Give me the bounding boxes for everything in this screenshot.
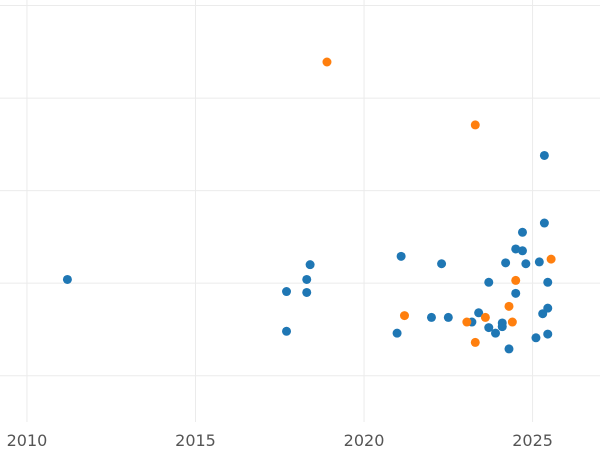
data-point-series-1: [484, 323, 494, 333]
data-point-series-1: [497, 318, 507, 328]
data-point-series-1: [396, 251, 406, 261]
data-point-series-2: [399, 311, 409, 321]
data-point-series-1: [511, 244, 521, 254]
data-point-series-2: [480, 312, 490, 322]
data-point-series-1: [539, 218, 549, 228]
data-point-series-1: [504, 344, 514, 354]
data-point-series-1: [517, 246, 527, 256]
x-tick-label: 2015: [175, 431, 216, 450]
data-point-series-1: [426, 312, 436, 322]
data-point-series-2: [470, 337, 480, 347]
data-point-series-1: [491, 328, 501, 338]
data-point-series-1: [539, 150, 549, 160]
data-point-series-1: [531, 333, 541, 343]
data-point-series-1: [484, 277, 494, 287]
data-point-series-2: [322, 57, 332, 67]
data-point-series-1: [302, 287, 312, 297]
data-point-series-1: [517, 227, 527, 237]
data-point-series-1: [501, 258, 511, 268]
data-point-series-2: [546, 254, 556, 264]
data-point-series-1: [543, 329, 553, 339]
data-point-series-1: [392, 328, 402, 338]
data-point-series-1: [534, 257, 544, 267]
grid-layer: [0, 0, 600, 422]
points-layer: [62, 57, 556, 354]
data-point-series-1: [521, 259, 531, 269]
data-point-series-1: [543, 277, 553, 287]
x-tick-label: 2025: [512, 431, 553, 450]
data-point-series-1: [305, 260, 315, 270]
data-point-series-2: [504, 301, 514, 311]
x-tick-label: 2020: [344, 431, 385, 450]
data-point-series-2: [511, 275, 521, 285]
data-point-series-1: [511, 288, 521, 298]
x-tick-label: 2010: [7, 431, 48, 450]
data-point-series-2: [462, 317, 472, 327]
data-point-series-1: [282, 326, 292, 336]
data-point-series-2: [470, 120, 480, 130]
data-point-series-1: [443, 312, 453, 322]
data-point-series-1: [302, 274, 312, 284]
data-point-series-1: [62, 274, 72, 284]
data-point-series-2: [507, 317, 517, 327]
data-point-series-1: [437, 259, 447, 269]
data-point-series-1: [282, 287, 292, 297]
data-point-series-1: [543, 303, 553, 313]
ticks-layer: 2010 2015 2020 2025: [7, 431, 553, 450]
data-point-series-1: [474, 308, 484, 318]
